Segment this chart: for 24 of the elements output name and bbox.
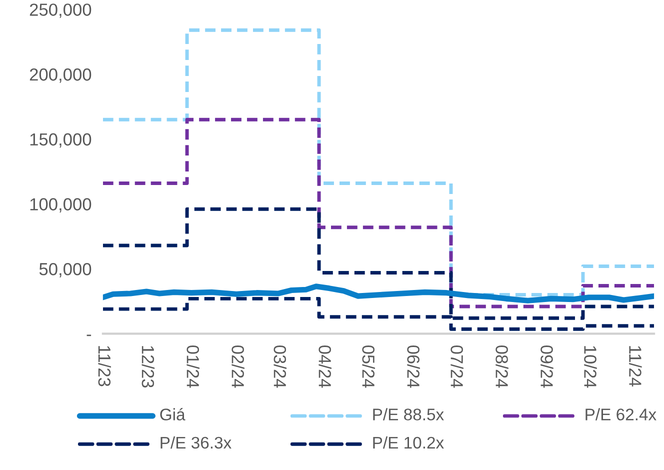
x-tick-label: 01/24 [186,345,200,388]
x-tick-label: 02/24 [232,345,244,388]
x-tick-label: 09/24 [540,345,554,388]
y-tick-label: 50,000 [39,263,92,278]
y-tick-label: 200,000 [30,68,92,83]
x-tick-label: 04/24 [318,345,332,388]
legend-label: P/E 62.4x [586,408,656,420]
x-tick-label: 10/24 [584,346,597,388]
legend-label: Giá [160,408,186,420]
y-tick-label: 100,000 [30,198,92,212]
x-tick-label: 07/24 [450,345,464,388]
y-tick-label: - [86,334,92,336]
legend-label: P/E 88.5x [373,408,444,420]
x-tick-label: 12/23 [142,346,155,388]
x-tick-label: 11/24 [629,346,642,386]
y-tick-label: 150,000 [30,133,92,148]
x-tick-label: 03/24 [274,345,286,388]
y-tick-label: 250,000 [30,4,92,18]
legend-label: P/E 10.2x [373,436,444,449]
x-tick-label: 08/24 [496,345,508,388]
x-tick-label: 11/23 [98,346,112,386]
x-tick-label: 06/24 [407,345,420,388]
x-tick-label: 05/24 [362,345,375,388]
legend-label: P/E 36.3x [160,436,232,449]
